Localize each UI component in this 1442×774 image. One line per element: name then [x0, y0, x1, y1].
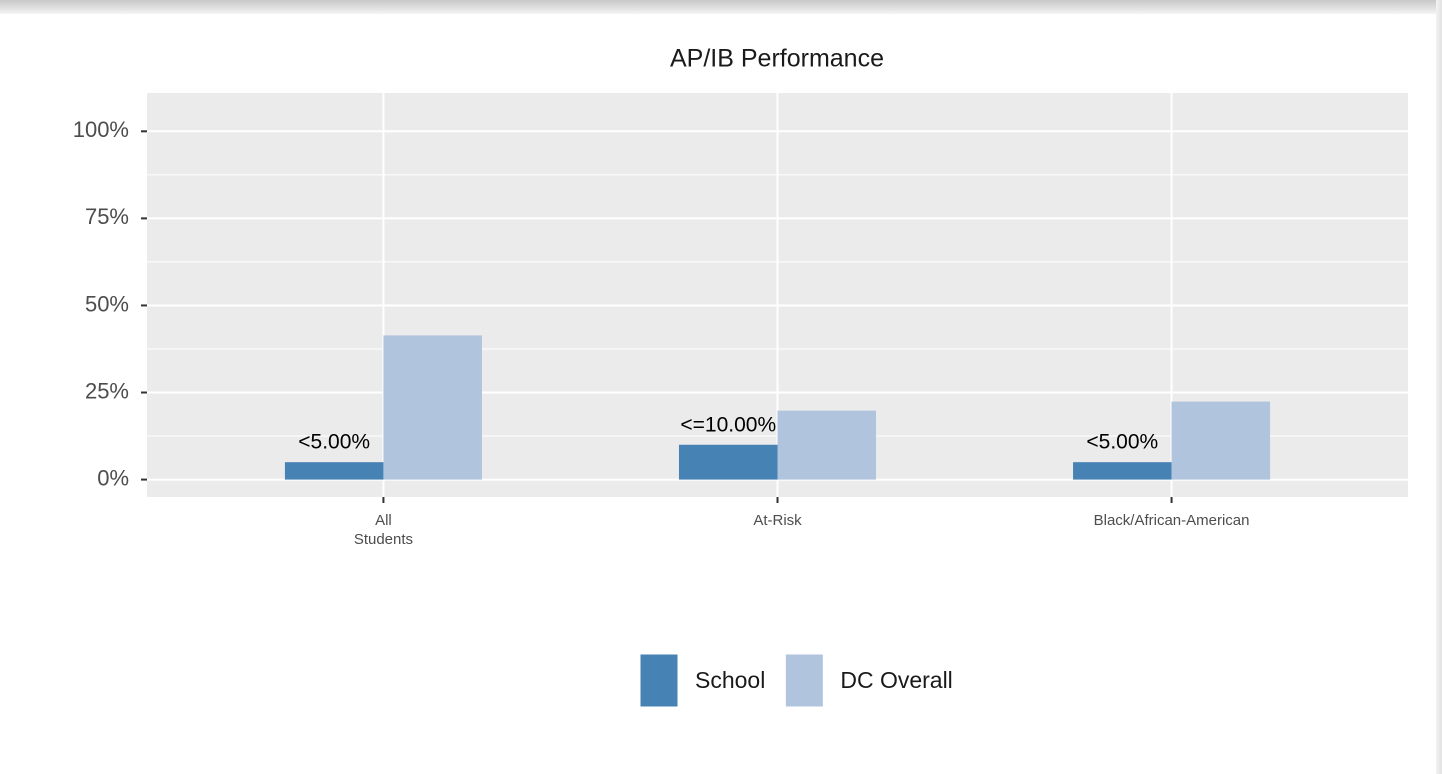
- y-tick-label: 100%: [73, 117, 129, 142]
- legend-swatch: [784, 653, 824, 708]
- y-tick-label: 75%: [85, 204, 129, 229]
- x-tick-label: Black/African-American: [1094, 512, 1250, 529]
- value-label: <=10.00%: [680, 413, 776, 436]
- legend-swatch: [639, 653, 679, 708]
- chart-title: AP/IB Performance: [670, 45, 884, 73]
- bar: [678, 444, 778, 480]
- legend-label: School: [695, 667, 765, 693]
- y-tick-label: 25%: [85, 378, 129, 403]
- bar: [1171, 401, 1271, 480]
- y-tick-label: 0%: [97, 465, 129, 490]
- x-tick-label: All Students: [354, 512, 413, 548]
- y-tick-label: 50%: [85, 291, 129, 316]
- bar: [383, 335, 482, 480]
- value-label: <5.00%: [298, 431, 370, 454]
- x-tick-label: At-Risk: [753, 512, 802, 529]
- legend-label: DC Overall: [840, 667, 952, 693]
- bar: [284, 462, 384, 480]
- bar: [777, 410, 877, 480]
- card-edge: [1436, 0, 1442, 774]
- bar: [1073, 462, 1172, 480]
- top-border: [0, 0, 1442, 14]
- value-label: <5.00%: [1086, 431, 1158, 454]
